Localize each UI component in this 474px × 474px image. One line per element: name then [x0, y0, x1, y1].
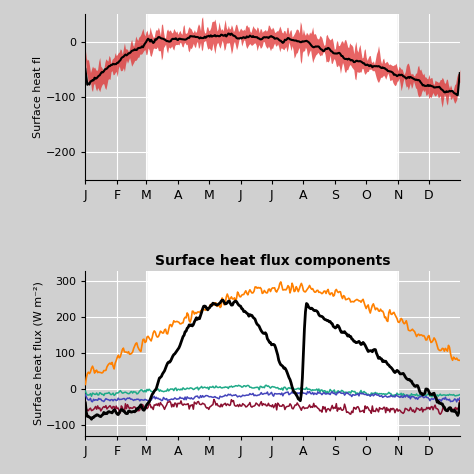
Title: Surface heat flux components: Surface heat flux components [155, 254, 390, 268]
Bar [85, 14, 146, 180]
Bar [85, 271, 146, 436]
Y-axis label: Surface heat fl: Surface heat fl [33, 56, 43, 138]
Bar [398, 14, 461, 180]
Y-axis label: Surface heat flux (W m⁻²): Surface heat flux (W m⁻²) [33, 282, 43, 425]
Bar [398, 271, 461, 436]
